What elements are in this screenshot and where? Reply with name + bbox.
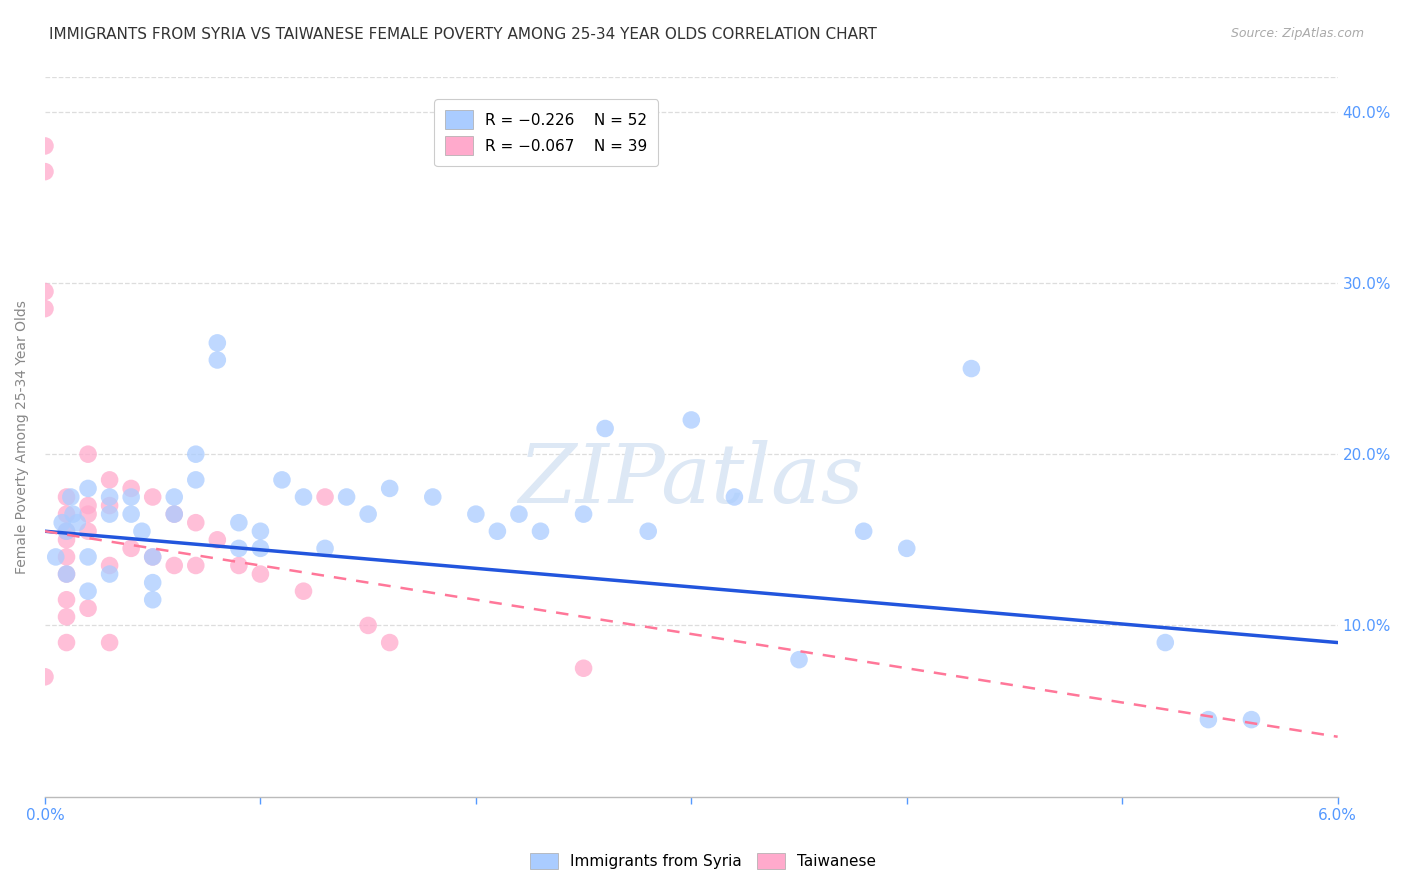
Point (34, 301, 56, 316)
Point (207, 335, 229, 350)
Point (142, 575, 165, 590)
Point (34, 164, 56, 178)
Point (336, 490, 359, 504)
Point (960, 361, 983, 376)
Point (207, 353, 229, 368)
Point (77, 482, 100, 496)
Point (184, 558, 207, 573)
Point (163, 507, 186, 521)
Point (723, 490, 745, 504)
Point (98, 490, 121, 504)
Point (896, 541, 918, 556)
Legend: Immigrants from Syria, Taiwanese: Immigrants from Syria, Taiwanese (524, 847, 882, 875)
Point (249, 567, 271, 582)
Point (55, 567, 77, 582)
Point (378, 482, 401, 496)
Point (34, 670, 56, 684)
Point (55, 507, 77, 521)
Point (55, 549, 77, 564)
Point (508, 507, 530, 521)
Point (486, 524, 509, 539)
Point (572, 661, 595, 675)
Point (464, 507, 486, 521)
Point (357, 618, 380, 632)
Point (77, 507, 100, 521)
Point (120, 507, 142, 521)
Point (292, 584, 315, 599)
Point (51, 516, 73, 530)
Point (62, 507, 84, 521)
Point (314, 490, 336, 504)
Y-axis label: Female Poverty Among 25-34 Year Olds: Female Poverty Among 25-34 Year Olds (15, 300, 30, 574)
Point (77, 447, 100, 461)
Point (1154, 635, 1177, 649)
Point (98, 635, 121, 649)
Point (120, 490, 142, 504)
Text: Source: ZipAtlas.com: Source: ZipAtlas.com (1230, 27, 1364, 40)
Point (142, 490, 165, 504)
Point (228, 558, 250, 573)
Point (98, 499, 121, 513)
Point (593, 421, 616, 435)
Point (77, 601, 100, 615)
Point (163, 507, 186, 521)
Point (529, 524, 551, 539)
Point (422, 490, 444, 504)
Point (292, 490, 315, 504)
Point (271, 473, 294, 487)
Point (55, 567, 77, 582)
Point (55, 533, 77, 547)
Point (572, 507, 595, 521)
Legend: R = −0.226    N = 52, R = −0.067    N = 39: R = −0.226 N = 52, R = −0.067 N = 39 (434, 100, 658, 166)
Point (184, 516, 207, 530)
Text: ZIPatlas: ZIPatlas (519, 441, 865, 520)
Point (852, 524, 875, 539)
Point (357, 507, 380, 521)
Point (59, 490, 82, 504)
Point (131, 524, 153, 539)
Point (45, 549, 67, 564)
Point (98, 507, 121, 521)
Point (77, 524, 100, 539)
Point (98, 567, 121, 582)
Point (681, 413, 703, 427)
Text: IMMIGRANTS FROM SYRIA VS TAIWANESE FEMALE POVERTY AMONG 25-34 YEAR OLDS CORRELAT: IMMIGRANTS FROM SYRIA VS TAIWANESE FEMAL… (49, 27, 877, 42)
Point (34, 285, 56, 299)
Point (1197, 713, 1219, 727)
Point (207, 533, 229, 547)
Point (184, 447, 207, 461)
Point (55, 592, 77, 607)
Point (66, 516, 89, 530)
Point (163, 558, 186, 573)
Point (55, 635, 77, 649)
Point (228, 541, 250, 556)
Point (228, 516, 250, 530)
Point (142, 592, 165, 607)
Point (55, 610, 77, 624)
Point (142, 549, 165, 564)
Point (142, 549, 165, 564)
Point (77, 584, 100, 599)
Point (98, 558, 121, 573)
Point (637, 524, 659, 539)
Point (249, 524, 271, 539)
Point (34, 139, 56, 153)
Point (787, 653, 810, 667)
Point (120, 482, 142, 496)
Point (55, 524, 77, 539)
Point (249, 541, 271, 556)
Point (163, 490, 186, 504)
Point (120, 541, 142, 556)
Point (55, 490, 77, 504)
Point (314, 541, 336, 556)
Point (1240, 713, 1263, 727)
Point (77, 549, 100, 564)
Point (77, 499, 100, 513)
Point (98, 473, 121, 487)
Point (378, 635, 401, 649)
Point (184, 473, 207, 487)
Point (55, 524, 77, 539)
